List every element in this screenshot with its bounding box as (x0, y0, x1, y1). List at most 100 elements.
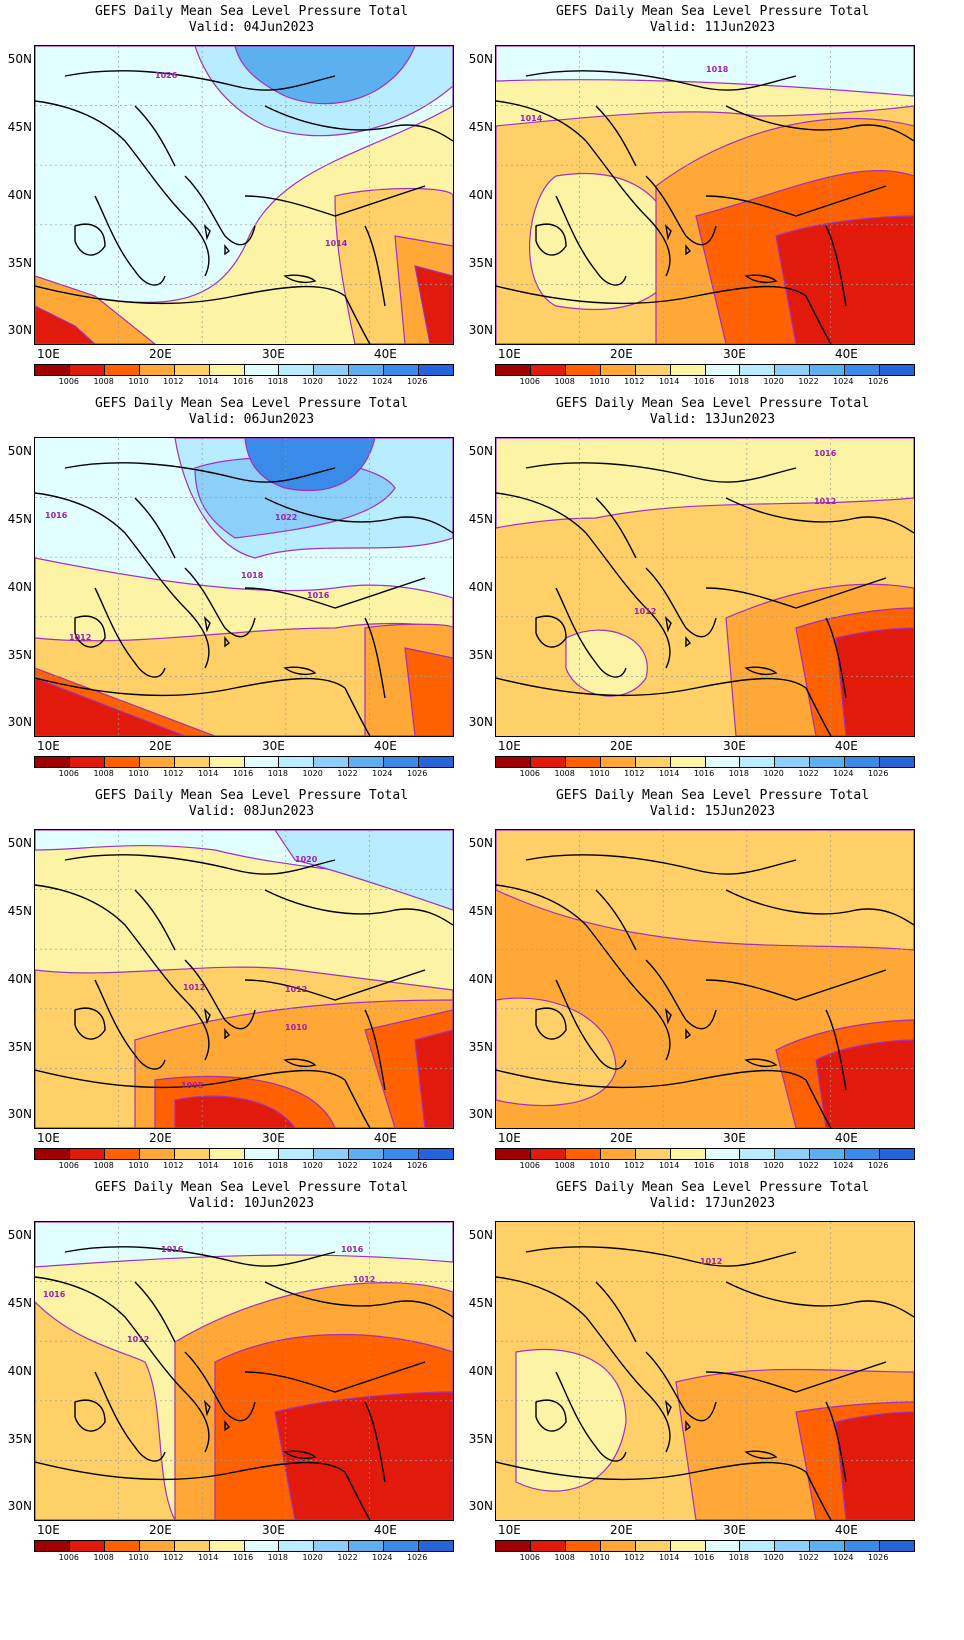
latitude-label: 35N (7, 1040, 32, 1054)
colorbar-label: 1010 (589, 769, 610, 778)
colorbar-swatch (740, 365, 776, 375)
colorbar-label: 1010 (128, 1553, 149, 1562)
colorbar-label: 1014 (658, 1161, 680, 1170)
colorbar-swatch (810, 757, 846, 767)
longitude-label: 40E (374, 1523, 397, 1537)
colorbar-label: 1010 (589, 1161, 610, 1170)
coastline (264, 497, 453, 534)
isobar-label: 1012 (353, 1275, 375, 1284)
colorbar-label: 1020 (302, 1161, 323, 1170)
coastline (496, 677, 807, 697)
coastline (244, 1361, 426, 1393)
colorbar-label: 1010 (589, 377, 610, 386)
pressure-band (35, 305, 96, 344)
colorbar-swatch (384, 757, 420, 767)
coastline (664, 1007, 691, 1040)
coastline (244, 577, 426, 609)
colorbar-label: 1006 (519, 1161, 540, 1170)
colorbar-label: 1024 (833, 1553, 854, 1562)
map-panel: GEFS Daily Mean Sea Level Pressure Total… (0, 1176, 503, 1568)
colorbar-swatch (279, 365, 315, 375)
colorbar-label: 1006 (58, 1161, 79, 1170)
colorbar-label: 1018 (267, 1553, 288, 1562)
isobar-label: 1018 (241, 571, 264, 580)
colorbar-label: 1018 (728, 769, 749, 778)
map-panel: GEFS Daily Mean Sea Level Pressure Total… (461, 0, 964, 392)
coastline (264, 889, 453, 926)
colorbar-label: 1016 (693, 1161, 715, 1170)
coastline (134, 497, 176, 559)
pressure-band (529, 172, 677, 310)
coastline (283, 1450, 317, 1460)
coastline (364, 1401, 386, 1483)
longitude-label: 40E (374, 347, 397, 361)
colorbar-swatch (104, 1541, 140, 1551)
coastline (555, 979, 627, 1070)
coastline (94, 1371, 166, 1462)
colorbar-label: 1024 (833, 769, 854, 778)
pressure-band (274, 1391, 453, 1520)
panel-title: GEFS Daily Mean Sea Level Pressure Total (94, 1180, 409, 1195)
colorbar-swatch (600, 757, 636, 767)
coastline (595, 889, 637, 951)
colorbar-label: 1026 (406, 1553, 428, 1562)
coastline (364, 225, 386, 307)
map-panel: GEFS Daily Mean Sea Level Pressure Total… (461, 392, 964, 784)
colorbar-swatch (244, 365, 280, 375)
latitude-label: 50N (468, 444, 493, 458)
longitude-label: 20E (149, 739, 172, 753)
coastline (344, 687, 371, 736)
coastline (496, 100, 671, 277)
colorbar-label: 1008 (554, 1553, 575, 1562)
colorbar-swatch (880, 757, 915, 767)
coastline (705, 577, 887, 609)
colorbar-swatch (530, 1541, 566, 1551)
coastline (595, 1281, 637, 1343)
colorbar-swatch (705, 1149, 741, 1159)
colorbar-swatch (530, 365, 566, 375)
colorbar-label: 1016 (232, 1161, 254, 1170)
latitude-label: 35N (468, 256, 493, 270)
colorbar-swatch (565, 1149, 601, 1159)
map-panel: GEFS Daily Mean Sea Level Pressure Total… (461, 784, 964, 1176)
colorbar-swatch (244, 1541, 280, 1551)
coastline (184, 175, 256, 246)
isobar-label: 1016 (45, 511, 68, 520)
latitude-label: 40N (7, 580, 32, 594)
coastline (203, 223, 230, 256)
colorbar-swatch (496, 757, 531, 767)
latitude-label: 45N (7, 120, 32, 134)
coastline (496, 884, 671, 1061)
coastline (283, 666, 317, 676)
coastline (35, 884, 210, 1061)
coastline (134, 889, 176, 951)
colorbar-swatch (69, 1149, 105, 1159)
map-panel: GEFS Daily Mean Sea Level Pressure Total… (0, 0, 503, 392)
colorbar-swatch (209, 1541, 245, 1551)
isobar-label: 1012 (183, 983, 205, 992)
coastline (805, 687, 832, 736)
coastline (725, 889, 914, 926)
isobar-label: 1018 (706, 65, 729, 74)
colorbar-label: 1022 (798, 1553, 819, 1562)
colorbar-swatch (635, 365, 671, 375)
colorbar-swatch (279, 1149, 315, 1159)
coastline (134, 105, 176, 167)
coastline (535, 223, 567, 256)
colorbar-swatch (635, 1541, 671, 1551)
colorbar-swatch (810, 1541, 846, 1551)
colorbar-label: 1008 (93, 1161, 114, 1170)
colorbar-label: 1026 (867, 1553, 889, 1562)
colorbar-label: 1008 (554, 377, 575, 386)
colorbar-swatch (314, 1541, 350, 1551)
colorbar-swatch (530, 757, 566, 767)
pressure-band (274, 830, 453, 911)
latitude-label: 40N (468, 580, 493, 594)
longitude-label: 10E (498, 1131, 521, 1145)
colorbar-label: 1018 (267, 1161, 288, 1170)
colorbar-swatch (139, 365, 175, 375)
colorbar-label: 1020 (302, 1553, 323, 1562)
latitude-label: 35N (7, 1432, 32, 1446)
coastline (725, 1281, 914, 1318)
longitude-label: 10E (498, 739, 521, 753)
